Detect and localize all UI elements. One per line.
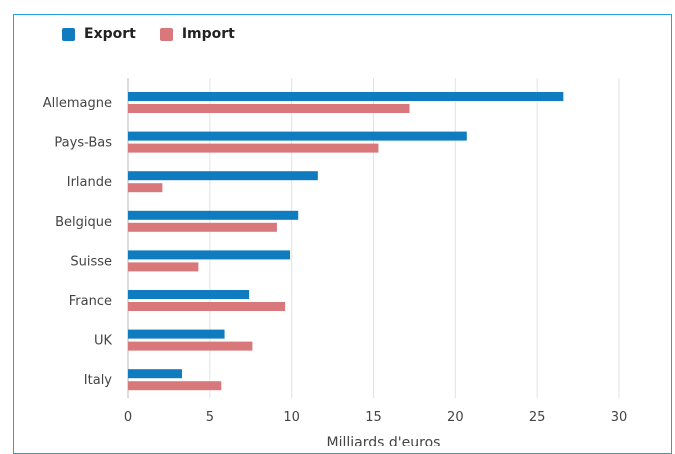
bar-import bbox=[128, 222, 277, 232]
bar-export bbox=[128, 171, 318, 181]
legend: Export Import bbox=[62, 26, 259, 42]
legend-swatch-export bbox=[62, 27, 75, 41]
x-tick-label: 5 bbox=[206, 410, 214, 425]
x-tick-label: 25 bbox=[529, 410, 546, 425]
x-tick-label: 10 bbox=[283, 410, 300, 425]
bar-import bbox=[128, 143, 379, 153]
category-label: France bbox=[69, 294, 112, 309]
category-label: Pays-Bas bbox=[54, 136, 112, 151]
x-tick-label: 15 bbox=[365, 410, 382, 425]
category-label: Irlande bbox=[67, 175, 112, 190]
bar-import bbox=[128, 302, 286, 311]
bar-export bbox=[128, 250, 291, 260]
x-tick-label: 30 bbox=[611, 410, 628, 425]
legend-item-export[interactable]: Export bbox=[62, 26, 136, 42]
legend-swatch-import bbox=[159, 27, 173, 41]
legend-label-import: Import bbox=[181, 26, 235, 42]
x-axis-title: Milliards d'euros bbox=[327, 435, 441, 446]
bar-export bbox=[128, 290, 250, 299]
category-label: UK bbox=[94, 334, 113, 349]
category-label: Italy bbox=[84, 373, 113, 388]
bar-import bbox=[128, 341, 253, 351]
category-label: Allemagne bbox=[43, 96, 112, 111]
bar-import bbox=[128, 262, 199, 272]
bar-export bbox=[128, 92, 564, 101]
bar-import bbox=[128, 183, 163, 193]
category-label: Suisse bbox=[70, 254, 112, 269]
chart-frame bbox=[13, 14, 672, 454]
bar-export bbox=[128, 131, 467, 141]
bar-export bbox=[128, 369, 183, 379]
legend-item-import[interactable]: Import bbox=[159, 26, 235, 42]
bar-import bbox=[128, 104, 410, 113]
x-tick-label: 20 bbox=[447, 410, 464, 425]
category-label: Belgique bbox=[55, 215, 112, 230]
bar-export bbox=[128, 329, 225, 339]
x-tick-label: 0 bbox=[124, 410, 132, 425]
bar-import bbox=[128, 381, 222, 391]
bar-export bbox=[128, 210, 299, 220]
legend-label-export: Export bbox=[84, 26, 136, 42]
